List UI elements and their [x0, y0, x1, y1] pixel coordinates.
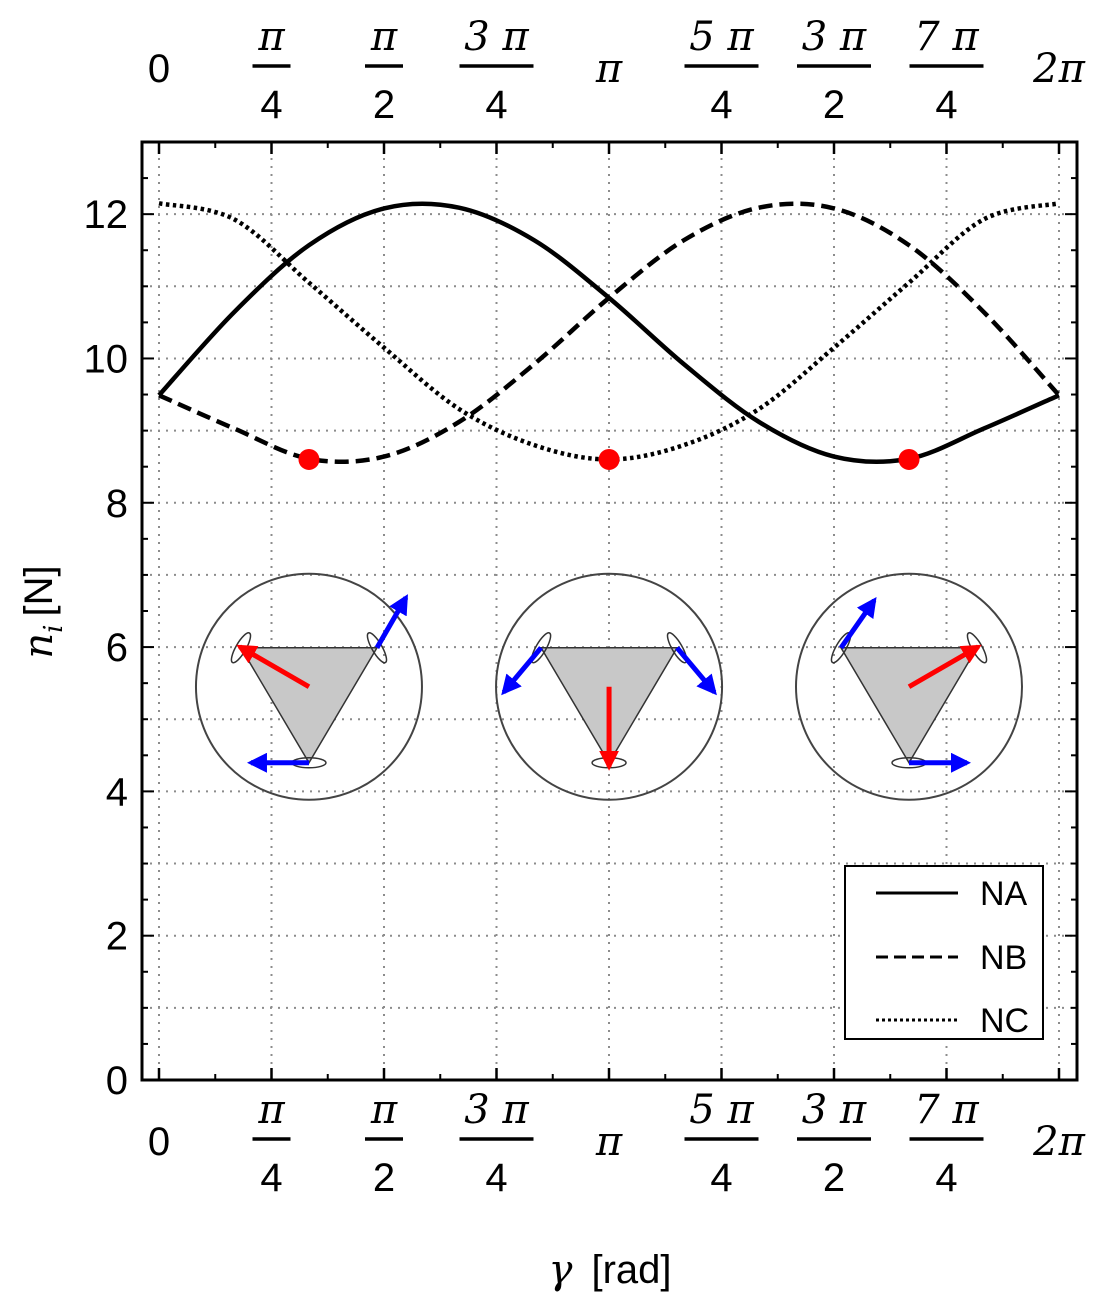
inset-diagram-1: [495, 572, 724, 801]
y-tick-labels: 0 2 4 6 8 10 12: [84, 193, 129, 1103]
inset-circle: [495, 572, 724, 801]
legend-label-nb: NB: [980, 939, 1027, 977]
x-tick-label-denominator: 2: [373, 83, 395, 127]
y-tick-label-2: 4: [106, 770, 128, 814]
legend-box: [844, 865, 1044, 1040]
x-tick-label-bottom-2: π2: [364, 1087, 403, 1200]
x-tick-label-denominator: 2: [823, 1156, 845, 1200]
minimum-marker-1: [598, 448, 620, 470]
x-tick-label-text: 2π: [1032, 46, 1085, 92]
minimum-marker-2: [898, 448, 920, 470]
x-tick-label-numerator: 3 π: [802, 1087, 867, 1133]
axis-ticks: [142, 141, 1077, 1081]
y-tick-label-5: 10: [84, 337, 129, 381]
x-tick-label-bottom-5: 5 π 4: [684, 1087, 759, 1200]
inset-triangle: [239, 647, 379, 765]
inset-diagrams: [194, 572, 1024, 801]
series-line-nb: [158, 201, 1061, 465]
x-tick-label-numerator: 7 π: [914, 1087, 979, 1133]
y-tick-label-3: 6: [106, 626, 128, 670]
minimum-markers: [298, 448, 920, 470]
inset-blue-arrow: [501, 646, 543, 696]
x-tick-label-numerator: 3 π: [464, 1087, 529, 1133]
x-tick-label-bottom-8: 2π: [1032, 1119, 1085, 1165]
x-tick-label-denominator: 4: [710, 83, 732, 127]
y-tick-label-6: 12: [84, 193, 129, 237]
x-axis-title: γ [rad]: [548, 1247, 671, 1293]
inset-diagram-2: [795, 572, 1024, 801]
x-tick-label-text: π: [595, 46, 623, 92]
x-tick-label-top-6: 3 π 2: [797, 14, 872, 127]
inset-blue-arrow: [374, 594, 409, 650]
x-tick-label-denominator: 4: [260, 83, 282, 127]
y-axis-title: ni[N]: [16, 565, 69, 658]
x-tick-label-bottom-0: 0: [148, 1120, 170, 1164]
series-line-nc: [158, 201, 1060, 462]
x-tick-label-text: 2π: [1032, 1119, 1085, 1165]
x-tick-label-top-7: 7 π 4: [909, 14, 984, 127]
y-tick-label-0: 0: [106, 1059, 128, 1103]
inset-wheel: [366, 632, 388, 664]
x-tick-label-top-3: 3 π 4: [459, 14, 534, 127]
x-tick-label-numerator: 5 π: [689, 1087, 754, 1133]
x-tick-label-denominator: 4: [935, 83, 957, 127]
x-tick-label-numerator: π: [370, 14, 398, 60]
x-tick-label-text: 0: [148, 47, 170, 91]
inset-circle: [194, 572, 423, 801]
inset-blue-arrow: [838, 596, 877, 650]
legend: NA NB NC: [844, 865, 1044, 1040]
x-tick-label-top-1: π4: [252, 14, 291, 127]
x-tick-label-top-5: 5 π 4: [684, 14, 759, 127]
inset-wheel: [530, 632, 552, 664]
x-tick-label-denominator: 4: [485, 83, 507, 127]
x-tick-label-denominator: 4: [935, 1156, 957, 1200]
x-tick-label-text: 0: [148, 1120, 170, 1164]
x-tick-label-denominator: 2: [823, 83, 845, 127]
x-tick-label-numerator: π: [257, 1087, 285, 1133]
minimum-marker-0: [298, 448, 320, 470]
x-tick-label-bottom-6: 3 π 2: [797, 1087, 872, 1200]
x-tick-label-denominator: 4: [710, 1156, 732, 1200]
x-tick-label-bottom-1: π4: [252, 1087, 291, 1200]
inset-wheel: [666, 632, 688, 664]
legend-label-na: NA: [980, 875, 1028, 913]
inset-red-arrow: [907, 644, 982, 689]
x-tick-label-denominator: 2: [373, 1156, 395, 1200]
x-tick-label-bottom-7: 7 π 4: [909, 1087, 984, 1200]
x-tick-label-bottom-3: 3 π 4: [459, 1087, 534, 1200]
x-tick-label-top-4: π: [595, 46, 623, 92]
x-tick-label-top-2: π2: [364, 14, 403, 127]
inset-blue-arrow: [675, 646, 717, 696]
x-tick-label-denominator: 4: [260, 1156, 282, 1200]
x-tick-label-numerator: 7 π: [914, 14, 979, 60]
x-tick-label-text: π: [595, 1119, 623, 1165]
x-tick-label-numerator: 3 π: [464, 14, 529, 60]
x-tick-label-numerator: 5 π: [689, 14, 754, 60]
legend-label-nc: NC: [980, 1002, 1029, 1040]
x-tick-label-denominator: 4: [485, 1156, 507, 1200]
y-tick-label-1: 2: [106, 915, 128, 959]
inset-triangle: [839, 647, 979, 765]
x-tick-label-numerator: π: [257, 14, 285, 60]
x-tick-label-top-0: 0: [148, 47, 170, 91]
x-tick-label-numerator: 3 π: [802, 14, 867, 60]
inset-circle: [795, 572, 1024, 801]
inset-red-arrow: [236, 644, 311, 689]
x-tick-label-top-8: 2π: [1032, 46, 1085, 92]
x-tick-label-numerator: π: [370, 1087, 398, 1133]
inset-diagram-0: [194, 572, 423, 801]
x-tick-label-bottom-4: π: [595, 1119, 623, 1165]
y-tick-label-4: 8: [106, 482, 128, 526]
